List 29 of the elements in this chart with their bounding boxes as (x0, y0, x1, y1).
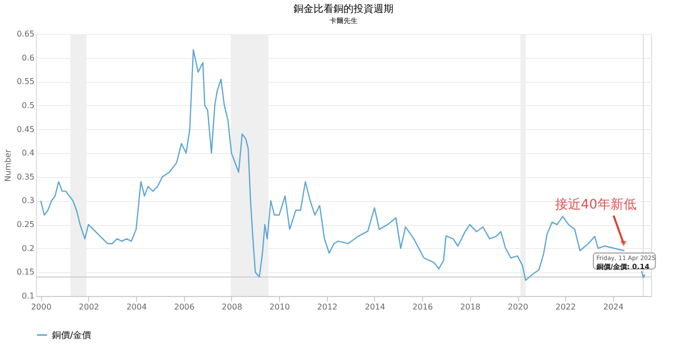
y-tick-label: 0.2 (22, 244, 34, 253)
chart-title: 銅金比看銅的投資週期 (294, 3, 394, 15)
x-tick-label: 2024 (603, 302, 624, 312)
y-tick-label: 0.5 (22, 100, 34, 110)
annotation: 接近40年新低 (554, 198, 636, 213)
y-tick-label: 0.65 (16, 30, 34, 38)
y-tick-label: 0.15 (16, 268, 34, 277)
x-tick-label: 2020 (508, 302, 528, 312)
x-tick-label: 2006 (174, 302, 194, 312)
y-tick-label: 0.4 (22, 148, 34, 158)
y-axis-title: Number (4, 148, 13, 182)
legend-label: 銅價/金價 (52, 330, 92, 341)
x-tick-label: 2002 (78, 302, 100, 312)
y-tick-label: 0.1 (22, 292, 34, 300)
y-tick-label: 0.45 (16, 124, 34, 134)
y-tick-label: 0.35 (16, 172, 34, 182)
x-tick-label: 2022 (556, 302, 576, 312)
y-tick-label: 0.3 (22, 196, 34, 206)
x-tick-label: 2018 (460, 302, 481, 312)
x-tick-label: 2004 (126, 302, 147, 312)
x-tick-label: 2010 (269, 302, 290, 312)
x-tick-label: 2014 (364, 302, 386, 312)
x-tick-label: 2000 (31, 302, 52, 312)
x-tick-label: 2012 (317, 302, 338, 312)
x-tick-label: 2016 (412, 302, 433, 312)
y-tick-label: 0.55 (16, 77, 34, 86)
y-tick-label: 0.6 (22, 53, 34, 62)
y-tick-label: 0.25 (16, 220, 34, 230)
x-tick-label: 2008 (222, 302, 242, 312)
